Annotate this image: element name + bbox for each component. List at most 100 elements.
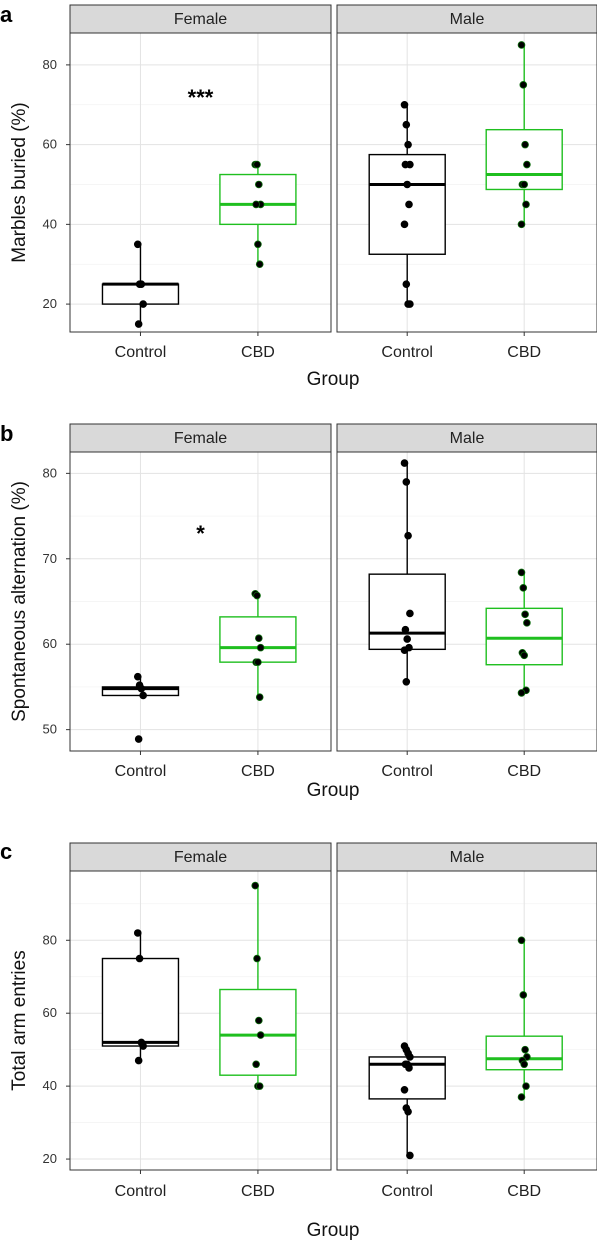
plot-border bbox=[69, 451, 332, 752]
data-point bbox=[402, 280, 411, 288]
facet-female: Female Control CBD *** bbox=[66, 4, 332, 361]
x-tick-label: Control bbox=[381, 344, 433, 361]
data-point bbox=[404, 140, 412, 149]
x-tick-label: Control bbox=[381, 1183, 433, 1200]
box-iqr bbox=[368, 153, 446, 255]
x-tick-label: CBD bbox=[507, 344, 541, 361]
data-point bbox=[252, 1060, 260, 1069]
data-point bbox=[253, 591, 261, 600]
y-tick-label: 60 bbox=[43, 137, 57, 152]
facet-female: Female Control CBD bbox=[66, 842, 332, 1200]
data-point bbox=[139, 300, 147, 308]
plot-background bbox=[337, 871, 597, 1170]
y-tick-label: 60 bbox=[43, 636, 57, 651]
x-tick-label: Control bbox=[115, 344, 167, 361]
data-point bbox=[255, 1016, 263, 1025]
data-point bbox=[404, 1107, 412, 1116]
data-point bbox=[400, 220, 409, 229]
data-point bbox=[402, 478, 411, 486]
data-point bbox=[133, 240, 142, 249]
data-point bbox=[253, 160, 261, 169]
data-point bbox=[404, 531, 412, 540]
data-point bbox=[255, 1082, 264, 1090]
x-tick-label: CBD bbox=[241, 1183, 275, 1200]
data-point bbox=[406, 609, 414, 618]
plot-border bbox=[336, 451, 597, 752]
data-point bbox=[134, 1056, 143, 1065]
data-point bbox=[405, 1064, 413, 1072]
data-point bbox=[254, 658, 262, 666]
data-point bbox=[519, 81, 528, 89]
y-tick-label: 70 bbox=[43, 551, 57, 566]
x-axis-title: Group bbox=[307, 369, 360, 390]
data-point bbox=[137, 684, 146, 693]
x-tick-label: CBD bbox=[241, 763, 275, 780]
plot-border bbox=[69, 870, 332, 1171]
data-point bbox=[522, 200, 530, 209]
x-tick-label: CBD bbox=[241, 344, 275, 361]
box-control bbox=[368, 459, 446, 686]
plot-border bbox=[69, 32, 332, 333]
data-point bbox=[139, 691, 147, 700]
panel-label: b bbox=[0, 421, 13, 446]
box-cbd bbox=[485, 568, 563, 697]
y-axis-title: Marbles buried (%) bbox=[9, 102, 30, 263]
box-iqr bbox=[101, 957, 180, 1047]
facet-male: Male Control CBD bbox=[336, 423, 597, 780]
significance-annotation: * bbox=[196, 521, 205, 546]
data-point bbox=[523, 619, 531, 627]
data-point bbox=[400, 646, 409, 654]
facet-strip-label: Female bbox=[174, 11, 227, 28]
panel-b: b Spontaneous alternation (%) Group 50 60 70 8… bbox=[0, 421, 597, 801]
data-point bbox=[517, 41, 526, 49]
data-point bbox=[255, 180, 263, 189]
box-cbd bbox=[219, 881, 297, 1090]
x-tick-label: Control bbox=[115, 1183, 167, 1200]
y-tick-label: 20 bbox=[43, 1151, 57, 1166]
x-tick-label: CBD bbox=[507, 1183, 541, 1200]
box-control bbox=[101, 929, 180, 1065]
data-point bbox=[520, 1060, 528, 1069]
data-point bbox=[253, 954, 261, 963]
data-point bbox=[403, 180, 412, 189]
data-point bbox=[133, 672, 142, 681]
box-control bbox=[101, 240, 180, 328]
data-point bbox=[402, 120, 411, 129]
data-point bbox=[252, 200, 260, 209]
x-axis-title: Group bbox=[307, 780, 360, 801]
panel-c: c Total arm entries Group 20 40 60 80 Female Con… bbox=[0, 839, 597, 1241]
data-point bbox=[137, 280, 146, 288]
y-tick-label: 80 bbox=[43, 57, 57, 72]
data-point bbox=[251, 881, 260, 890]
box-cbd bbox=[485, 936, 563, 1101]
data-point bbox=[523, 160, 531, 169]
data-point bbox=[406, 1151, 414, 1160]
data-point bbox=[519, 991, 528, 999]
y-tick-label: 40 bbox=[43, 1078, 57, 1093]
data-point bbox=[405, 200, 413, 209]
data-point bbox=[520, 651, 528, 660]
data-point bbox=[521, 1045, 529, 1054]
data-point bbox=[522, 1082, 530, 1090]
plot-border bbox=[336, 870, 597, 1171]
data-point bbox=[139, 1042, 147, 1050]
y-axis-title: Total arm entries bbox=[9, 950, 30, 1090]
facet-strip-label: Male bbox=[450, 849, 485, 866]
data-point bbox=[517, 936, 526, 945]
data-point bbox=[406, 1053, 414, 1061]
y-tick-label: 60 bbox=[43, 1005, 57, 1020]
panel-label: c bbox=[0, 839, 12, 864]
data-point bbox=[135, 954, 144, 963]
data-point bbox=[254, 240, 262, 249]
box-iqr bbox=[485, 128, 563, 191]
x-axis-title: Group bbox=[307, 1220, 360, 1241]
data-point bbox=[401, 625, 410, 634]
plot-border bbox=[336, 32, 597, 333]
data-point bbox=[517, 1093, 526, 1101]
facet-strip bbox=[336, 842, 597, 872]
y-tick-label: 20 bbox=[43, 296, 57, 311]
x-tick-label: Control bbox=[381, 763, 433, 780]
data-point bbox=[403, 635, 412, 643]
y-tick-label: 80 bbox=[43, 932, 57, 947]
